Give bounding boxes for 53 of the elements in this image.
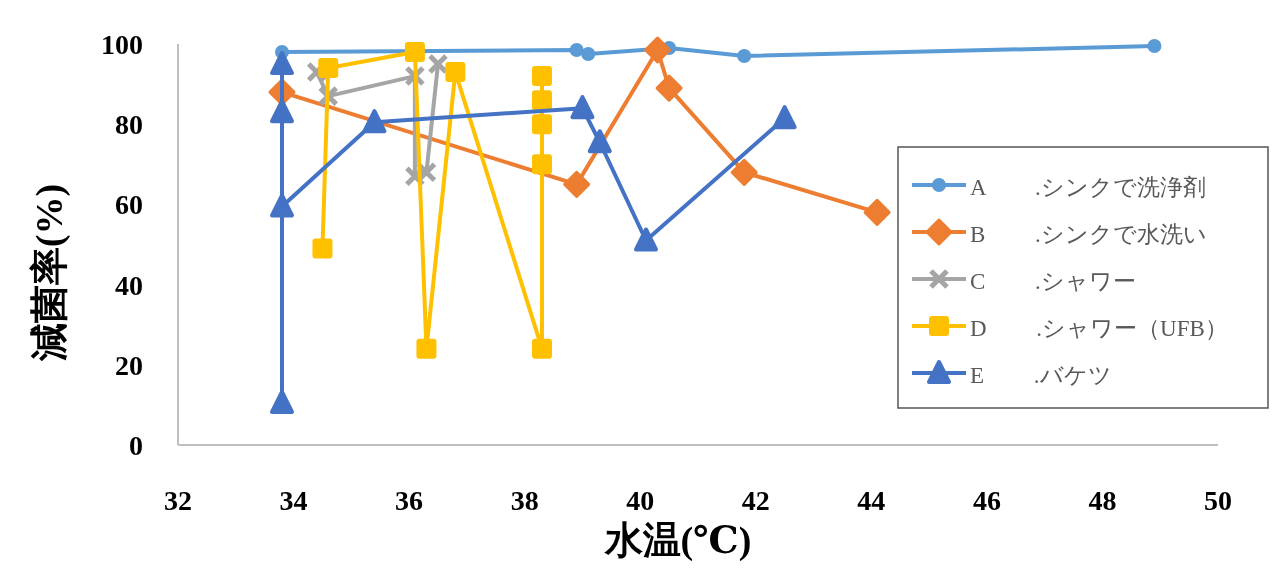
point bbox=[532, 114, 552, 135]
x-tick-label: 42 bbox=[741, 485, 770, 516]
y-tick-label: 60 bbox=[115, 189, 143, 221]
y-tick-label: 20 bbox=[115, 349, 143, 381]
point bbox=[270, 51, 294, 76]
x-axis-title: 水温(℃) bbox=[603, 519, 752, 562]
x-tick-label: 34 bbox=[279, 485, 308, 516]
x-tick-label: 46 bbox=[972, 485, 1001, 516]
point bbox=[587, 129, 612, 154]
y-tick-label: 80 bbox=[115, 109, 143, 141]
point bbox=[737, 49, 752, 64]
x-tick-label: 40 bbox=[626, 485, 655, 516]
point bbox=[270, 99, 294, 124]
point bbox=[772, 105, 797, 130]
x-tick-label: 50 bbox=[1204, 485, 1232, 516]
point bbox=[427, 53, 449, 75]
y-tick-label: 0 bbox=[129, 430, 143, 461]
point bbox=[644, 36, 672, 64]
legend-label: B .シンクで水洗い bbox=[970, 222, 1207, 247]
point bbox=[563, 170, 591, 198]
point bbox=[569, 43, 584, 58]
y-tick-label: 100 bbox=[101, 29, 143, 60]
point bbox=[404, 42, 425, 63]
legend-label: C .シャワー bbox=[970, 269, 1136, 294]
y-tick-label: 40 bbox=[115, 269, 143, 301]
point bbox=[730, 158, 758, 186]
point bbox=[581, 47, 596, 62]
x-tick-label: 38 bbox=[510, 485, 539, 516]
legend-label: D .シャワー（UFB） bbox=[970, 316, 1228, 341]
point bbox=[1147, 39, 1162, 54]
point bbox=[318, 58, 339, 79]
point bbox=[570, 95, 595, 120]
point bbox=[532, 154, 552, 175]
x-tick-label: 48 bbox=[1088, 485, 1117, 516]
point bbox=[270, 389, 294, 414]
point bbox=[532, 66, 552, 87]
point bbox=[416, 338, 437, 359]
point bbox=[655, 74, 683, 102]
x-tick-label: 32 bbox=[164, 485, 192, 516]
point bbox=[634, 227, 658, 252]
x-tick-label: 44 bbox=[857, 485, 886, 516]
point bbox=[532, 90, 552, 111]
x-tick-label: 36 bbox=[395, 485, 424, 516]
point bbox=[312, 238, 333, 259]
point bbox=[270, 193, 294, 218]
point bbox=[863, 198, 891, 226]
point bbox=[306, 61, 328, 83]
point bbox=[445, 62, 466, 83]
y-axis-title: 減菌率(%) bbox=[28, 183, 71, 363]
point bbox=[362, 109, 387, 134]
legend-label: E .バケツ bbox=[970, 363, 1112, 388]
legend-label: A .シンクで洗浄剤 bbox=[970, 175, 1206, 200]
point bbox=[532, 338, 552, 359]
